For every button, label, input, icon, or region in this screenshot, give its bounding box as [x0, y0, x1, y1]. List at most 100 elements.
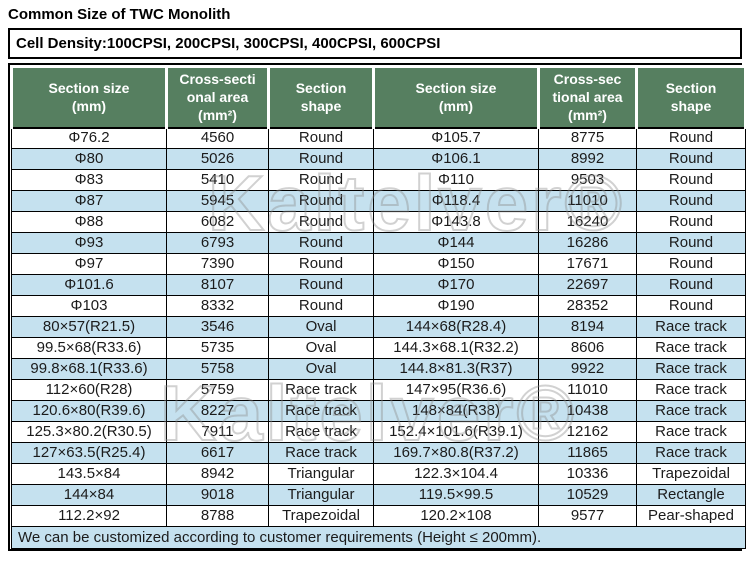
table-cell: 11865	[538, 442, 637, 465]
table-cell: 8332	[166, 295, 269, 318]
table-cell: 22697	[538, 274, 637, 297]
table-cell: Round	[636, 169, 746, 192]
table-cell: Pear-shaped	[636, 505, 746, 528]
table-cell: Φ106.1	[373, 148, 539, 171]
table-cell: Trapezoidal	[268, 505, 374, 528]
table-cell: Race track	[268, 421, 374, 444]
header-section-shape-left: Section shape	[267, 64, 375, 129]
header-row: Section size (mm) Cross-secti onal area …	[10, 64, 747, 129]
spec-table: Section size (mm) Cross-secti onal area …	[10, 64, 747, 550]
table-row: 99.8×68.1(R33.6) 5758 Oval 144.8×81.3(R37) 9…	[11, 358, 746, 381]
cell-density-banner: Cell Density:100CPSI, 200CPSI, 300CPSI, …	[8, 28, 742, 59]
table-cell: 120.6×80(R39.6)	[11, 400, 167, 423]
table-row: Φ87 5945 Round Φ118.4 11010 Round	[11, 190, 746, 213]
table-cell: 9503	[538, 169, 637, 192]
table-cell: 112×60(R28)	[11, 379, 167, 402]
table-cell: Φ103	[11, 295, 167, 318]
table-cell: Race track	[268, 400, 374, 423]
table-row: 120.6×80(R39.6) 8227 Race track 148×84(R38)…	[11, 400, 746, 423]
table-cell: 120.2×108	[373, 505, 539, 528]
table-cell: Φ88	[11, 211, 167, 234]
table-cell: Triangular	[268, 463, 374, 486]
table-cell: 143.5×84	[11, 463, 167, 486]
table-cell: Race track	[268, 379, 374, 402]
table-cell: 9577	[538, 505, 637, 528]
table-cell: 8227	[166, 400, 269, 423]
table-cell: 6793	[166, 232, 269, 255]
table-cell: Φ150	[373, 253, 539, 276]
table-row: 80×57(R21.5) 3546 Oval 144×68(R28.4) 8194 Rac…	[11, 316, 746, 339]
table-cell: 5758	[166, 358, 269, 381]
header-section-size-left: Section size (mm)	[10, 64, 168, 129]
table-cell: 11010	[538, 190, 637, 213]
table-cell: Φ93	[11, 232, 167, 255]
table-cell: Φ110	[373, 169, 539, 192]
spec-table-body: Φ76.2 4560 Round Φ105.7 8775 Round Φ80 5026 Roun…	[11, 127, 746, 528]
table-cell: Oval	[268, 316, 374, 339]
spec-table-footer: We can be customized according to custom…	[11, 526, 746, 550]
table-cell: 8788	[166, 505, 269, 528]
table-cell: 6082	[166, 211, 269, 234]
table-cell: 144×68(R28.4)	[373, 316, 539, 339]
table-row: Φ101.6 8107 Round Φ170 22697 Round	[11, 274, 746, 297]
table-cell: Round	[268, 211, 374, 234]
table-cell: 12162	[538, 421, 637, 444]
table-row: Φ93 6793 Round Φ144 16286 Round	[11, 232, 746, 255]
table-cell: 5735	[166, 337, 269, 360]
table-cell: Round	[636, 253, 746, 276]
spec-table-header: Section size (mm) Cross-secti onal area …	[10, 64, 747, 129]
table-cell: 127×63.5(R25.4)	[11, 442, 167, 465]
table-cell: 5759	[166, 379, 269, 402]
table-cell: 144.8×81.3(R37)	[373, 358, 539, 381]
table-row: Φ83 5410 Round Φ110 9503 Round	[11, 169, 746, 192]
table-cell: 148×84(R38)	[373, 400, 539, 423]
table-cell: 16240	[538, 211, 637, 234]
table-cell: Race track	[636, 400, 746, 423]
table-cell: Round	[636, 190, 746, 213]
table-cell: 5410	[166, 169, 269, 192]
table-cell: 5945	[166, 190, 269, 213]
table-cell: Race track	[268, 442, 374, 465]
table-cell: Round	[268, 169, 374, 192]
page-title: Common Size of TWC Monolith	[8, 6, 231, 23]
table-cell: 169.7×80.8(R37.2)	[373, 442, 539, 465]
table-cell: Race track	[636, 358, 746, 381]
table-cell: 16286	[538, 232, 637, 255]
table-cell: 7390	[166, 253, 269, 276]
table-row: Φ97 7390 Round Φ150 17671 Round	[11, 253, 746, 276]
table-row: Φ103 8332 Round Φ190 28352 Round	[11, 295, 746, 318]
table-cell: 17671	[538, 253, 637, 276]
table-cell: 8194	[538, 316, 637, 339]
table-cell: 125.3×80.2(R30.5)	[11, 421, 167, 444]
table-cell: Φ144	[373, 232, 539, 255]
table-cell: Φ105.7	[373, 127, 539, 150]
table-row: 144×84 9018 Triangular 119.5×99.5 10529 Recta…	[11, 484, 746, 507]
table-cell: Round	[636, 148, 746, 171]
table-cell: Round	[636, 232, 746, 255]
footer-row: We can be customized according to custom…	[11, 526, 746, 550]
table-cell: Round	[268, 295, 374, 318]
table-cell: Φ80	[11, 148, 167, 171]
table-cell: Round	[636, 274, 746, 297]
footer-note: We can be customized according to custom…	[11, 526, 746, 550]
table-cell: Φ101.6	[11, 274, 167, 297]
table-cell: 144×84	[11, 484, 167, 507]
table-cell: Φ87	[11, 190, 167, 213]
table-row: 99.5×68(R33.6) 5735 Oval 144.3×68.1(R32.2) 8…	[11, 337, 746, 360]
table-cell: 8775	[538, 127, 637, 150]
table-cell: 7911	[166, 421, 269, 444]
table-cell: 9922	[538, 358, 637, 381]
table-cell: 8942	[166, 463, 269, 486]
table-row: 143.5×84 8942 Triangular 122.3×104.4 10336 Tr…	[11, 463, 746, 486]
table-cell: 10438	[538, 400, 637, 423]
table-row: 112×60(R28) 5759 Race track 147×95(R36.6) 11…	[11, 379, 746, 402]
table-cell: 80×57(R21.5)	[11, 316, 167, 339]
table-cell: Race track	[636, 442, 746, 465]
table-cell: 144.3×68.1(R32.2)	[373, 337, 539, 360]
table-cell: Round	[268, 127, 374, 150]
table-cell: Round	[268, 274, 374, 297]
table-cell: Oval	[268, 358, 374, 381]
table-cell: 147×95(R36.6)	[373, 379, 539, 402]
table-cell: 3546	[166, 316, 269, 339]
